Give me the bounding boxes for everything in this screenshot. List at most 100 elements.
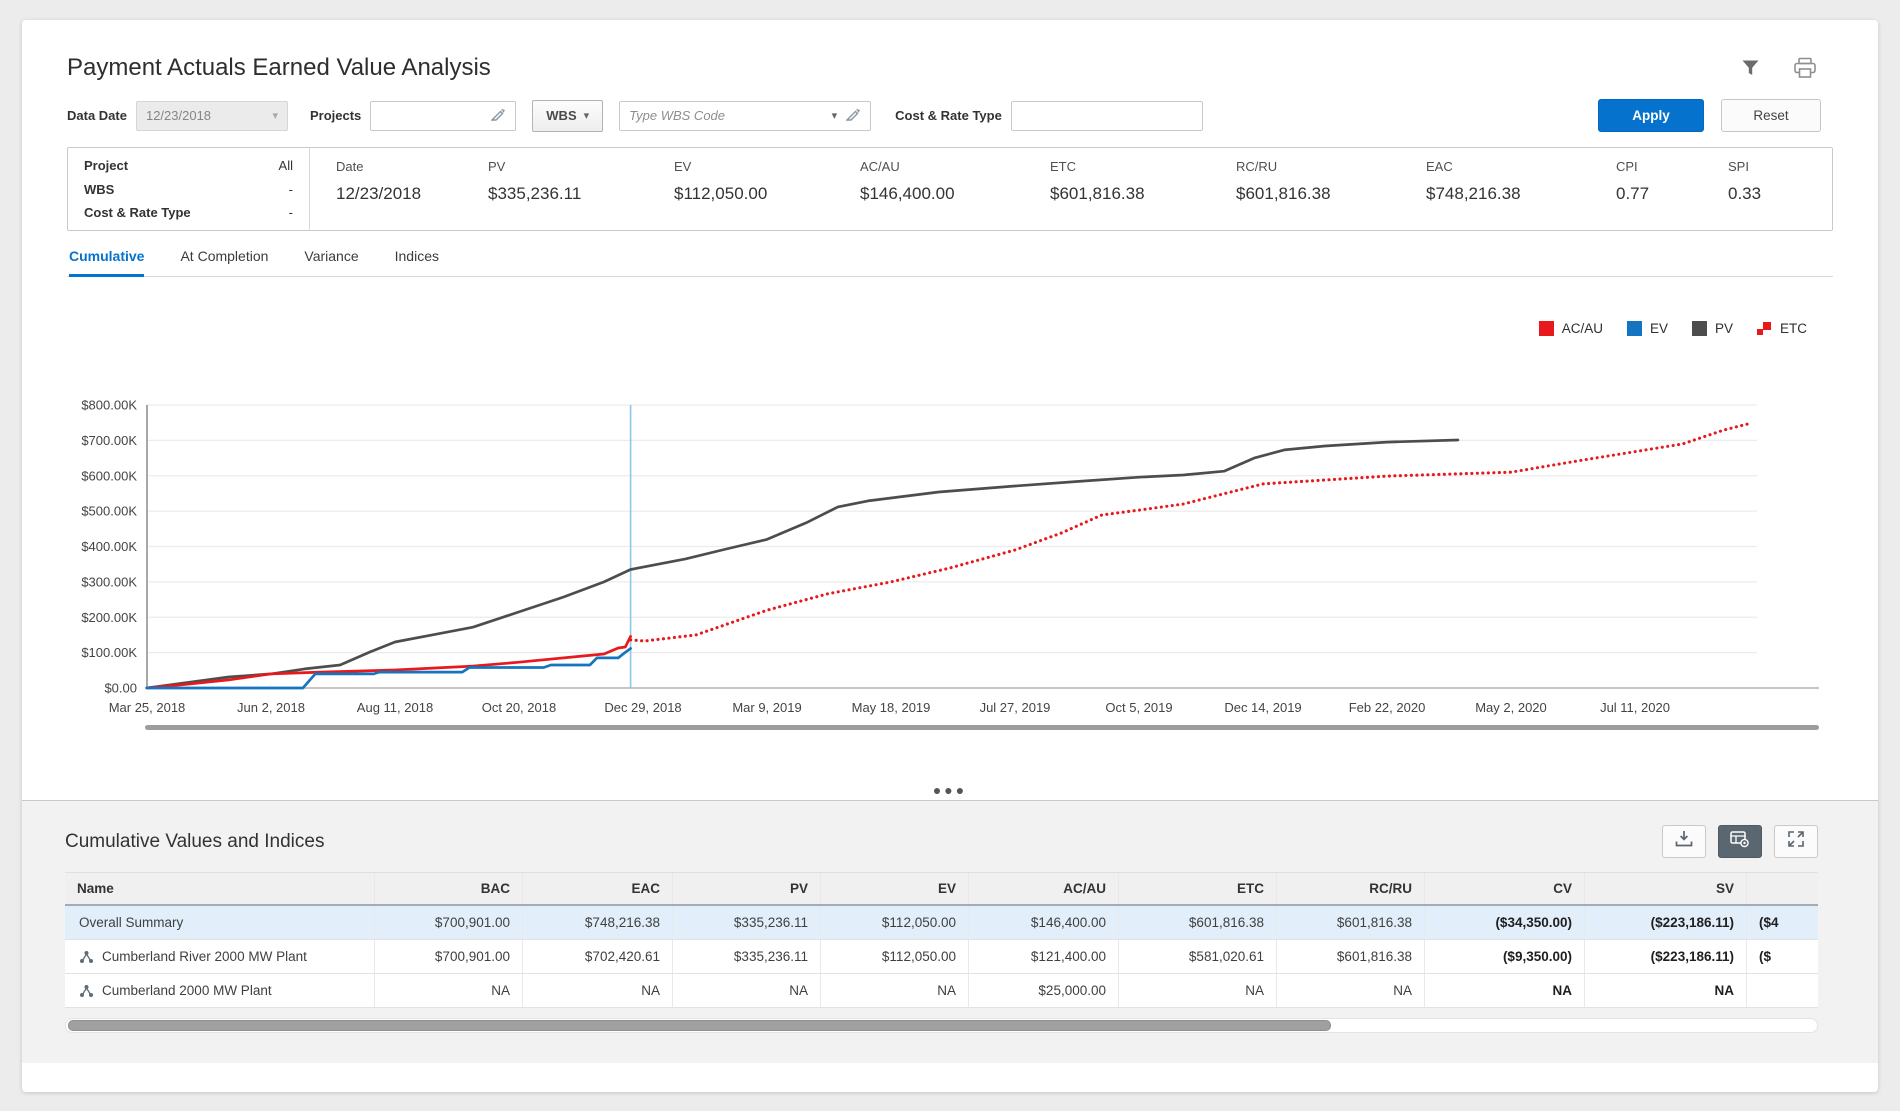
svg-text:Jun 2, 2018: Jun 2, 2018: [237, 700, 305, 715]
column-header-bac[interactable]: BAC: [375, 873, 523, 904]
svg-text:$500.00K: $500.00K: [81, 504, 137, 519]
column-header-rc-ru[interactable]: RC/RU: [1277, 873, 1425, 904]
column-header-overflow[interactable]: [1747, 873, 1818, 904]
metric-value: $601,816.38: [1050, 184, 1145, 203]
chart-scrollbar[interactable]: [145, 725, 1819, 730]
svg-text:$400.00K: $400.00K: [81, 539, 137, 554]
row-name: Cumberland River 2000 MW Plant: [102, 949, 307, 964]
cell-cv: NA: [1425, 974, 1585, 1007]
cell-etc: $581,020.61: [1119, 940, 1277, 973]
tab-at-completion[interactable]: At Completion: [180, 248, 269, 264]
column-header-cv[interactable]: CV: [1425, 873, 1585, 904]
name-cell: Cumberland River 2000 MW Plant: [65, 940, 375, 973]
chevron-down-icon[interactable]: ▾: [831, 110, 838, 122]
legend-swatch: [1691, 321, 1707, 336]
series-etc: [629, 421, 1752, 643]
download-button[interactable]: [1662, 825, 1706, 858]
svg-text:Jul 27, 2019: Jul 27, 2019: [980, 700, 1051, 715]
tab-cumulative[interactable]: Cumulative: [69, 248, 145, 277]
svg-text:$800.00K: $800.00K: [81, 398, 137, 413]
legend-label: EV: [1649, 321, 1668, 336]
tab-variance[interactable]: Variance: [304, 248, 359, 264]
legend-item-etc: ETC: [1757, 321, 1807, 336]
table-row-cumberland-river-2000-mw-plant[interactable]: Cumberland River 2000 MW Plant $700,901.0…: [65, 940, 1818, 974]
picker-pen-icon[interactable]: [490, 108, 506, 124]
svg-text:May 2, 2020: May 2, 2020: [1475, 700, 1547, 715]
chevron-down-icon: ▾: [272, 110, 278, 122]
table-row-overall-summary[interactable]: Overall Summary $700,901.00 $748,216.38 $33…: [65, 906, 1818, 940]
filter-funnel-icon[interactable]: [1740, 58, 1761, 79]
grid-settings-button[interactable]: [1718, 825, 1762, 858]
cell-bac: NA: [375, 974, 523, 1007]
legend-item-pv: PV: [1691, 321, 1733, 336]
tab-indices[interactable]: Indices: [394, 248, 439, 264]
svg-text:$300.00K: $300.00K: [81, 574, 137, 589]
cell-rc-ru: NA: [1277, 974, 1425, 1007]
metric-label: PV: [488, 159, 506, 174]
table-row-cumberland-2000-mw-plant[interactable]: Cumberland 2000 MW Plant NA NA NA NA $25,000.…: [65, 974, 1818, 1008]
metric-label: SPI: [1728, 159, 1749, 174]
column-header-eac[interactable]: EAC: [523, 873, 673, 904]
cell-eac: $748,216.38: [523, 906, 673, 939]
metric-ev: EV $112,050.00: [674, 159, 860, 230]
legend-swatch-dotted: [1757, 321, 1772, 336]
metric-cpi: CPI 0.77: [1616, 159, 1728, 230]
apply-button[interactable]: Apply: [1598, 99, 1704, 132]
projects-input[interactable]: [370, 100, 517, 131]
metric-value: 0.33: [1728, 184, 1762, 203]
download-icon: [1674, 830, 1694, 853]
name-cell: Overall Summary: [65, 906, 375, 939]
scope-row-cost-rate-type: Cost & Rate Type -: [84, 205, 293, 220]
column-header-ev[interactable]: EV: [821, 873, 969, 904]
cell-ac-au: $146,400.00: [969, 906, 1119, 939]
scope-value: -: [288, 205, 293, 220]
data-date-select[interactable]: 12/23/2018 ▾: [135, 100, 288, 131]
metric-eac: EAC $748,216.38: [1426, 159, 1616, 230]
cell-ac-au: $121,400.00: [969, 940, 1119, 973]
scope-value: All: [278, 158, 293, 173]
metric-value: 0.77: [1616, 184, 1650, 203]
expand-icon: [1787, 830, 1805, 853]
metric-spi: SPI 0.33: [1728, 159, 1818, 230]
picker-pen-icon[interactable]: [845, 108, 861, 124]
wbs-dropdown-button[interactable]: WBS ▾: [532, 99, 604, 132]
cell-overflow: ($4: [1747, 906, 1818, 939]
scrollbar-thumb[interactable]: [68, 1020, 1331, 1031]
svg-text:Oct 5, 2019: Oct 5, 2019: [1105, 700, 1172, 715]
column-header-etc[interactable]: ETC: [1119, 873, 1277, 904]
cell-ev: $112,050.00: [821, 906, 969, 939]
project-icon: [79, 950, 94, 964]
data-date-value: 12/23/2018: [145, 108, 212, 123]
wbs-code-combobox[interactable]: Type WBS Code ▾: [619, 100, 872, 131]
cell-overflow: ($: [1747, 940, 1818, 973]
panel-resize-handle[interactable]: ●●●: [932, 782, 968, 798]
data-date-label: Data Date: [67, 108, 127, 123]
print-icon[interactable]: [1793, 57, 1817, 79]
scope-row-project: Project All: [84, 158, 293, 173]
table-horizontal-scrollbar[interactable]: [65, 1018, 1818, 1033]
scope-row-wbs: WBS -: [84, 182, 293, 197]
chart-legend: AC/AU EV PV ETC: [67, 321, 1833, 336]
column-header-ac-au[interactable]: AC/AU: [969, 873, 1119, 904]
column-header-name[interactable]: Name: [65, 873, 375, 904]
wbs-button-label: WBS: [546, 108, 577, 123]
scope-value: -: [288, 181, 293, 197]
header-actions: [1740, 57, 1817, 79]
summary-panel: Project All WBS - Cost & Rate Type - Date 12/2…: [67, 147, 1833, 231]
reset-button[interactable]: Reset: [1721, 99, 1821, 132]
svg-text:Feb 22, 2020: Feb 22, 2020: [1349, 700, 1426, 715]
column-header-sv[interactable]: SV: [1585, 873, 1747, 904]
scope-label: Project: [84, 158, 129, 173]
metric-value: $335,236.11: [488, 184, 582, 203]
column-header-pv[interactable]: PV: [673, 873, 821, 904]
expand-button[interactable]: [1774, 825, 1818, 858]
row-name: Overall Summary: [79, 915, 184, 930]
main-card: Payment Actuals Earned Value Analysis Da…: [22, 20, 1878, 1092]
metric-label: RC/RU: [1236, 159, 1278, 174]
svg-text:Dec 14, 2019: Dec 14, 2019: [1224, 700, 1301, 715]
panel-title: Cumulative Values and Indices: [65, 830, 325, 852]
scope-label: WBS: [84, 181, 115, 197]
cost-rate-type-input[interactable]: [1010, 100, 1203, 131]
cell-pv: NA: [673, 974, 821, 1007]
